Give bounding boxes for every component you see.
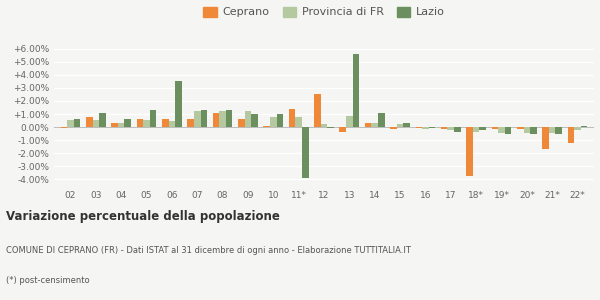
Bar [346, 116, 353, 127]
Bar [371, 123, 378, 127]
Bar [473, 127, 479, 132]
Bar [74, 119, 80, 127]
Legend: Ceprano, Provincia di FR, Lazio: Ceprano, Provincia di FR, Lazio [201, 4, 447, 20]
Bar [92, 120, 99, 127]
Bar [169, 121, 175, 127]
Bar [390, 127, 397, 129]
Bar [498, 127, 505, 133]
Bar [321, 124, 327, 127]
Bar [213, 113, 219, 127]
Bar [175, 81, 182, 127]
Bar [397, 124, 403, 127]
Bar [67, 120, 74, 127]
Bar [99, 113, 106, 127]
Bar [491, 127, 498, 129]
Bar [200, 110, 207, 127]
Bar [378, 113, 385, 127]
Bar [270, 117, 277, 127]
Bar [118, 122, 124, 127]
Bar [429, 127, 435, 128]
Bar [479, 127, 486, 130]
Bar [581, 126, 587, 127]
Bar [574, 127, 581, 130]
Bar [454, 127, 461, 132]
Bar [505, 127, 511, 134]
Text: Variazione percentuale della popolazione: Variazione percentuale della popolazione [6, 210, 280, 223]
Bar [289, 110, 295, 127]
Bar [568, 127, 574, 143]
Bar [416, 127, 422, 128]
Bar [556, 127, 562, 134]
Bar [187, 118, 194, 127]
Text: (*) post-censimento: (*) post-censimento [6, 276, 89, 285]
Bar [314, 94, 321, 127]
Bar [124, 119, 131, 127]
Bar [111, 123, 118, 127]
Bar [365, 123, 371, 127]
Bar [302, 127, 308, 178]
Bar [263, 126, 270, 127]
Bar [530, 127, 537, 134]
Bar [251, 114, 258, 127]
Bar [441, 127, 448, 129]
Bar [549, 127, 556, 133]
Bar [466, 127, 473, 176]
Bar [245, 111, 251, 127]
Bar [162, 119, 169, 127]
Bar [219, 111, 226, 127]
Bar [517, 127, 524, 129]
Bar [524, 127, 530, 133]
Bar [327, 127, 334, 128]
Bar [277, 114, 283, 127]
Bar [340, 127, 346, 132]
Bar [61, 127, 67, 128]
Bar [226, 110, 232, 127]
Bar [403, 122, 410, 127]
Bar [353, 54, 359, 127]
Bar [143, 120, 150, 127]
Bar [150, 110, 157, 127]
Bar [86, 117, 92, 127]
Text: COMUNE DI CEPRANO (FR) - Dati ISTAT al 31 dicembre di ogni anno - Elaborazione T: COMUNE DI CEPRANO (FR) - Dati ISTAT al 3… [6, 246, 411, 255]
Bar [194, 111, 200, 127]
Bar [448, 127, 454, 130]
Bar [137, 118, 143, 127]
Bar [422, 127, 429, 129]
Bar [542, 127, 549, 149]
Bar [295, 117, 302, 127]
Bar [238, 119, 245, 127]
